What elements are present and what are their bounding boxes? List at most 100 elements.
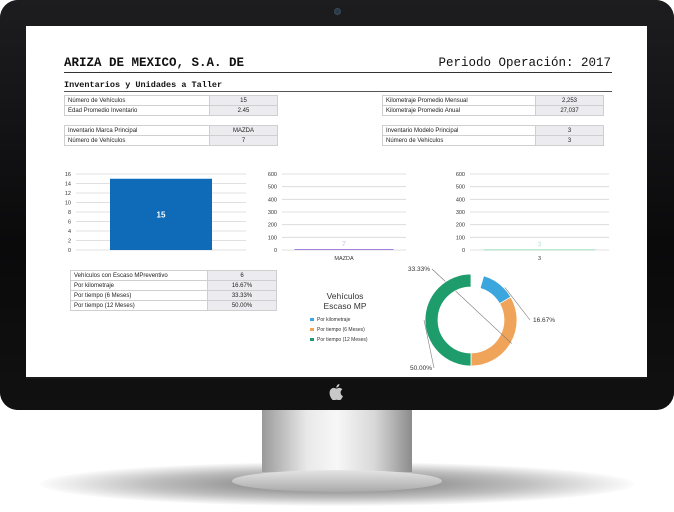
y-tick-label: 300 xyxy=(268,210,277,216)
table-cell-value: 3 xyxy=(535,135,604,146)
y-tick-label: 0 xyxy=(274,248,277,254)
section-divider xyxy=(64,91,612,92)
y-tick-label: 16 xyxy=(65,172,71,178)
table-row: Vehículos con Escaso MPreventivo 6 xyxy=(70,270,277,281)
y-tick-label: 8 xyxy=(68,210,71,216)
legend-item: Por kilometraje xyxy=(310,317,350,323)
model-summary-table: Inventario Modelo Principal 3 Número de … xyxy=(382,125,604,146)
y-tick-label: 10 xyxy=(65,201,71,207)
table-cell-value: 50.00% xyxy=(207,300,277,311)
y-tick-label: 600 xyxy=(268,172,277,178)
table-row: Kilometraje Promedio Anual 27,037 xyxy=(382,105,604,116)
bar xyxy=(294,249,394,250)
legend-swatch xyxy=(310,328,314,332)
screen: ARIZA DE MEXICO, S.A. DE Periodo Operaci… xyxy=(26,26,647,377)
y-tick-label: 200 xyxy=(456,223,465,229)
table-cell-label: Número de Vehículos xyxy=(64,95,210,106)
y-tick-label: 2 xyxy=(68,239,71,245)
y-tick-label: 400 xyxy=(456,197,465,203)
period-label: Periodo Operación: 2017 xyxy=(438,56,611,70)
table-cell-label: Número de Vehículos xyxy=(382,135,536,146)
table-cell-label: Vehículos con Escaso MPreventivo xyxy=(70,270,208,281)
table-row: Por kilometraje 16.67% xyxy=(70,280,277,291)
table-cell-label: Edad Promedio Inventario xyxy=(64,105,210,116)
monitor-stand xyxy=(262,410,412,472)
table-cell-value: 33.33% xyxy=(207,290,277,301)
table-cell-value: 27,037 xyxy=(535,105,604,116)
y-tick-label: 100 xyxy=(456,235,465,241)
table-row: Número de Vehículos 3 xyxy=(382,135,604,146)
y-tick-label: 500 xyxy=(456,185,465,191)
leader-line xyxy=(423,319,435,369)
legend-swatch xyxy=(310,338,314,342)
table-row: Inventario Modelo Principal 3 xyxy=(382,125,604,136)
legend-label: Por tiempo (12 Meses) xyxy=(317,337,368,343)
y-tick-label: 100 xyxy=(268,235,277,241)
table-cell-label: Inventario Marca Principal xyxy=(64,125,210,136)
table-cell-label: Inventario Modelo Principal xyxy=(382,125,536,136)
table-cell-label: Por tiempo (12 Meses) xyxy=(70,300,208,311)
donut-slice xyxy=(470,296,518,367)
donut-data-label: 50.00% xyxy=(410,365,432,372)
y-tick-label: 4 xyxy=(68,229,71,235)
table-cell-value: 2.45 xyxy=(209,105,278,116)
table-cell-value: 15 xyxy=(209,95,278,106)
maintenance-table: Vehículos con Escaso MPreventivo 6 Por k… xyxy=(70,270,277,311)
maintenance-donut-chart: 16.67% 33.33% 50.00% xyxy=(408,266,555,372)
table-row: Número de Vehículos 15 xyxy=(64,95,278,106)
table-row: Kilometraje Promedio Mensual 2,253 xyxy=(382,95,604,106)
camera-icon xyxy=(334,8,341,15)
y-tick-label: 400 xyxy=(268,197,277,203)
y-tick-label: 0 xyxy=(68,248,71,254)
y-tick-label: 300 xyxy=(456,210,465,216)
brand-bar-chart: 0 100 200 300 400 500 600 7 MAZDA xyxy=(268,172,406,262)
section-title: Inventarios y Unidades a Taller xyxy=(64,80,223,90)
x-category-label: 3 xyxy=(538,256,541,262)
table-cell-value: 16.67% xyxy=(207,280,277,291)
legend-item: Por tiempo (12 Meses) xyxy=(310,337,368,343)
km-summary-table: Kilometraje Promedio Mensual 2,253 Kilom… xyxy=(382,95,604,116)
legend-swatch xyxy=(310,318,314,322)
model-bar-chart: 0 100 200 300 400 500 600 3 3 xyxy=(456,172,609,262)
bar xyxy=(483,249,596,251)
y-tick-label: 0 xyxy=(462,248,465,254)
y-tick-label: 600 xyxy=(456,172,465,178)
bar-data-label: 7 xyxy=(342,239,346,248)
bar xyxy=(110,178,212,250)
y-tick-label: 200 xyxy=(268,223,277,229)
legend-label: Por kilometraje xyxy=(317,317,351,323)
leader-line xyxy=(504,287,531,321)
vehicles-summary-table: Número de Vehículos 15 Edad Promedio Inv… xyxy=(64,95,278,116)
y-tick-label: 6 xyxy=(68,220,71,226)
table-row: Inventario Marca Principal MAZDA xyxy=(64,125,278,136)
table-row: Por tiempo (6 Meses) 33.33% xyxy=(70,290,277,301)
leader-line xyxy=(431,268,512,344)
monitor-base xyxy=(232,470,442,492)
company-title: ARIZA DE MEXICO, S.A. DE xyxy=(64,56,245,70)
donut-data-label: 33.33% xyxy=(408,266,430,273)
y-tick-label: 500 xyxy=(268,185,277,191)
table-cell-value: 7 xyxy=(209,135,278,146)
table-cell-label: Número de Vehículos xyxy=(64,135,210,146)
donut-slice xyxy=(424,273,472,367)
screen-bottom-edge xyxy=(26,377,647,379)
header-divider xyxy=(64,72,612,73)
bar-data-label: 3 xyxy=(537,240,541,249)
table-cell-label: Por kilometraje xyxy=(70,280,208,291)
y-tick-label: 14 xyxy=(65,182,71,188)
table-row: Por tiempo (12 Meses) 50.00% xyxy=(70,300,277,311)
legend-label: Por tiempo (6 Meses) xyxy=(317,327,365,333)
table-cell-value: MAZDA xyxy=(209,125,278,136)
table-cell-value: 6 xyxy=(207,270,277,281)
bar-data-label: 15 xyxy=(157,210,166,219)
y-tick-label: 12 xyxy=(65,191,71,197)
brand-summary-table: Inventario Marca Principal MAZDA Número … xyxy=(64,125,278,146)
table-cell-label: Por tiempo (6 Meses) xyxy=(70,290,208,301)
table-row: Edad Promedio Inventario 2.45 xyxy=(64,105,278,116)
x-category-label: MAZDA xyxy=(334,256,354,262)
table-cell-label: Kilometraje Promedio Anual xyxy=(382,105,536,116)
vehicles-bar-chart: 0 2 4 6 8 10 12 14 16 15 xyxy=(65,172,246,254)
donut-chart-title: Vehículos Escaso MP xyxy=(323,291,367,311)
table-row: Número de Vehículos 7 xyxy=(64,135,278,146)
table-cell-value: 2,253 xyxy=(535,95,604,106)
